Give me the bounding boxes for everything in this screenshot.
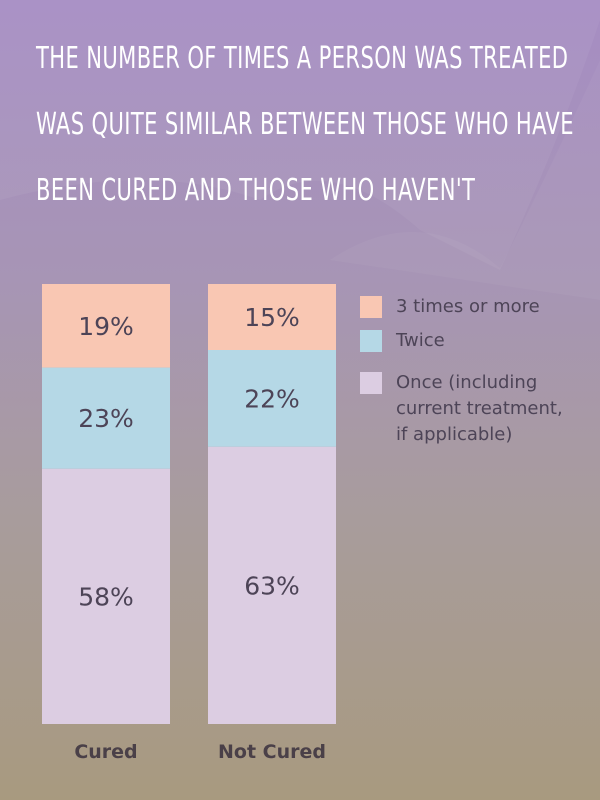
legend-swatch-twice [360, 330, 382, 352]
legend-item-twice: Twice [360, 328, 445, 354]
data-label-twice-cured: 23% [78, 404, 134, 433]
bar-segment-once-cured [42, 468, 170, 724]
data-label-three-plus-not-cured: 15% [244, 303, 300, 332]
legend-label-once-line-3: if applicable) [396, 424, 513, 445]
legend-label-once: Once (including current treatment, if ap… [396, 370, 563, 448]
bar-segment-three-plus-not-cured [208, 284, 336, 350]
legend-item-three-plus: 3 times or more [360, 294, 540, 320]
legend-label-twice: Twice [396, 330, 445, 351]
bar-segment-twice-cured [42, 367, 170, 469]
legend-swatch-once [360, 372, 382, 394]
data-label-once-not-cured: 63% [244, 571, 300, 600]
legend-item-once: Once (including current treatment, if ap… [360, 370, 563, 448]
legend-swatch-three-plus [360, 296, 382, 318]
legend-label-once-line-1: Once (including [396, 372, 538, 393]
data-label-twice-not-cured: 22% [244, 384, 300, 413]
legend-label-three-plus: 3 times or more [396, 296, 540, 317]
legend-label-once-line-2: current treatment, [396, 398, 563, 419]
data-label-three-plus-cured: 19% [78, 312, 134, 341]
bar-segment-twice-not-cured [208, 350, 336, 447]
bar-segment-once-not-cured [208, 446, 336, 724]
category-label-cured: Cured [74, 741, 137, 763]
chart-title: The number of times a person was treated… [36, 41, 574, 208]
bar-segment-three-plus-cured [42, 284, 170, 368]
data-label-once-cured: 58% [78, 582, 134, 611]
category-label-not-cured: Not Cured [218, 741, 326, 763]
